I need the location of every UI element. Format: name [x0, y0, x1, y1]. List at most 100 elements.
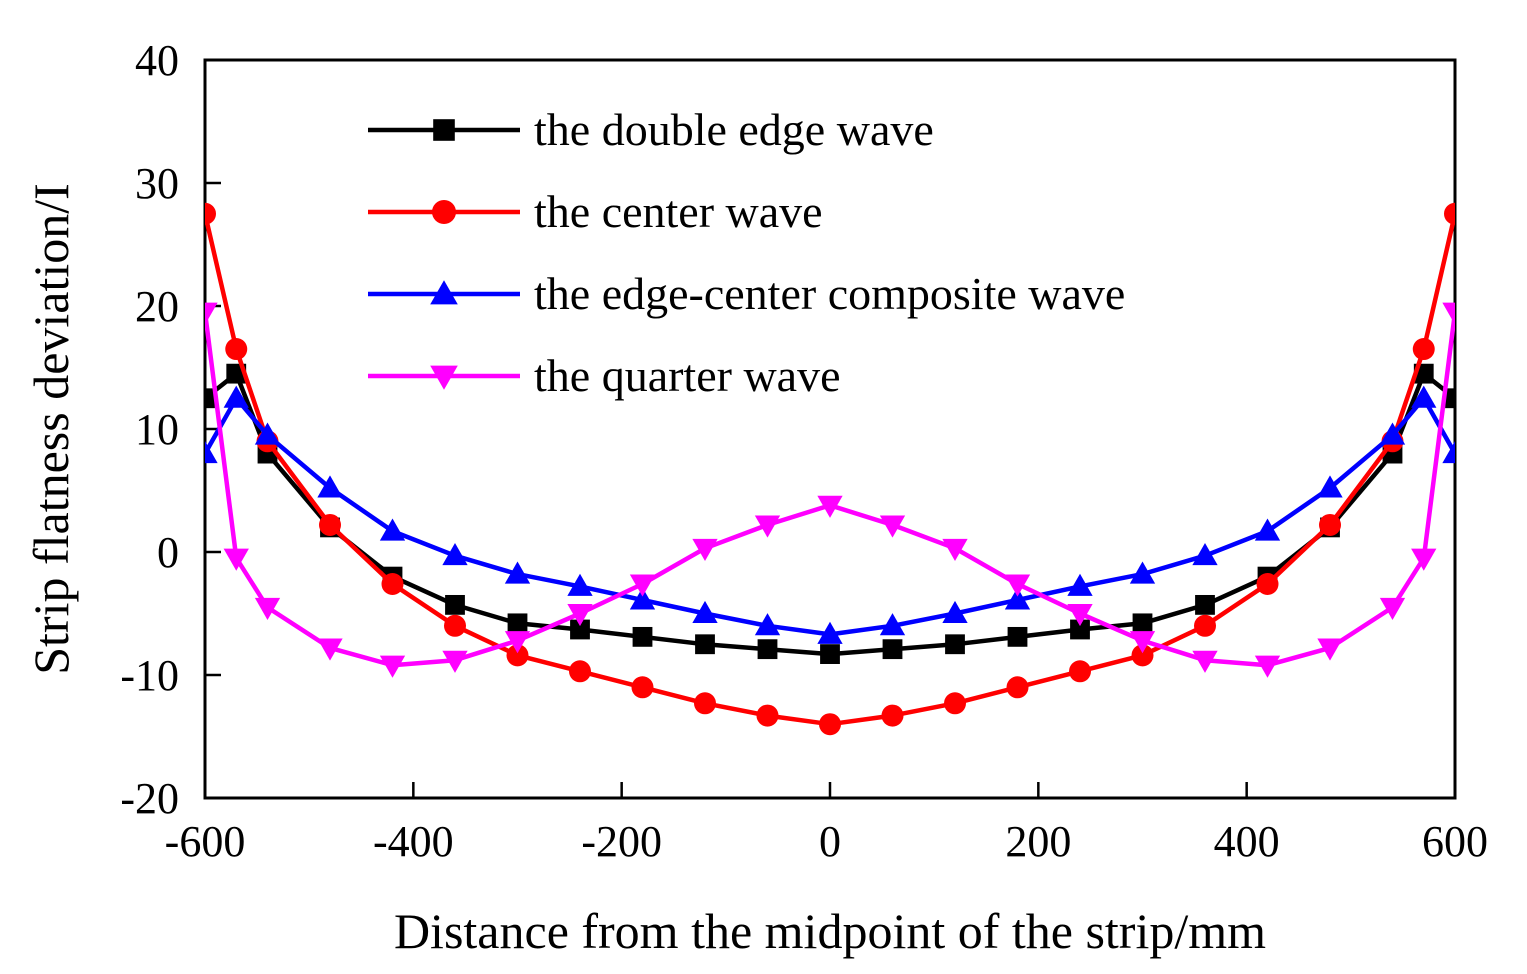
data-point-marker	[1192, 650, 1218, 673]
data-point-marker	[817, 495, 843, 518]
data-point-marker	[756, 704, 779, 727]
data-point-marker	[1070, 619, 1090, 640]
x-tick-label: 600	[1422, 817, 1488, 866]
legend-item: the edge-center composite wave	[368, 268, 1125, 319]
data-point-marker	[317, 638, 343, 661]
data-point-marker	[1445, 388, 1455, 409]
data-point-marker	[442, 650, 468, 673]
data-point-marker	[945, 634, 965, 655]
data-point-marker	[879, 613, 906, 636]
data-point-marker	[695, 634, 715, 655]
data-point-marker	[1379, 597, 1406, 620]
data-point-marker	[1317, 638, 1343, 661]
data-point-marker	[223, 548, 249, 571]
data-point-marker	[223, 385, 249, 408]
data-point-marker	[1442, 302, 1455, 325]
data-point-marker	[254, 422, 281, 445]
data-point-marker	[629, 574, 656, 597]
data-point-marker	[1411, 385, 1437, 408]
y-tick-label: -20	[120, 774, 179, 823]
data-point-marker	[1256, 572, 1279, 595]
y-tick-label: 10	[135, 405, 179, 454]
x-tick-label: 200	[1005, 817, 1071, 866]
data-point-marker	[1317, 475, 1343, 498]
data-point-marker	[379, 518, 406, 541]
data-point-marker	[1192, 543, 1218, 566]
data-point-marker	[570, 619, 590, 640]
y-axis-title: Strip flatness deviation/I	[23, 183, 79, 675]
data-point-marker	[379, 655, 406, 678]
data-point-marker	[205, 302, 218, 325]
data-point-marker	[1379, 422, 1406, 445]
data-point-marker	[430, 280, 458, 305]
data-point-marker	[1131, 644, 1154, 667]
data-point-marker	[433, 119, 455, 141]
data-point-marker	[820, 644, 840, 664]
data-point-marker	[254, 597, 281, 620]
data-point-marker	[319, 513, 341, 536]
data-point-marker	[504, 561, 531, 584]
x-tick-label: -200	[581, 817, 662, 866]
data-point-marker	[567, 604, 593, 627]
data-point-marker	[1254, 518, 1281, 541]
legend-item: the center wave	[368, 186, 823, 237]
y-tick-label: 40	[135, 36, 179, 85]
data-point-marker	[225, 338, 248, 361]
series-layer	[205, 202, 1455, 736]
legend-label: the double edge wave	[534, 104, 934, 155]
x-tick-label: -600	[165, 817, 246, 866]
data-point-marker	[1069, 660, 1091, 683]
data-point-marker	[881, 704, 904, 727]
data-point-marker	[631, 676, 654, 699]
data-point-marker	[632, 626, 653, 647]
data-point-marker	[694, 692, 716, 715]
axis-ticks: -600 -400 -200 0 200 400 600 -20 -10 0 10 20 30 40	[120, 36, 1488, 866]
data-point-marker	[1132, 613, 1153, 634]
data-point-marker	[1412, 338, 1435, 361]
legend-item: the double edge wave	[368, 104, 934, 155]
series-1	[205, 202, 1455, 736]
data-point-marker	[942, 600, 968, 623]
series-2	[205, 385, 1455, 644]
data-point-marker	[1004, 587, 1031, 610]
data-point-marker	[444, 614, 466, 637]
data-point-marker	[317, 475, 343, 498]
data-point-marker	[757, 639, 778, 660]
legend: the double edge wave the center wave the e…	[368, 104, 1125, 401]
data-point-marker	[692, 600, 718, 623]
series-3	[205, 302, 1455, 678]
data-point-marker	[432, 200, 456, 224]
data-point-marker	[1195, 594, 1215, 615]
x-tick-label: 0	[819, 817, 841, 866]
data-point-marker	[569, 660, 591, 683]
y-tick-label: -10	[120, 651, 179, 700]
y-tick-label: 20	[135, 282, 179, 331]
data-point-marker	[882, 639, 903, 660]
data-point-marker	[692, 538, 718, 561]
data-point-marker	[381, 572, 404, 595]
data-point-marker	[205, 202, 216, 225]
data-point-marker	[817, 621, 843, 644]
data-point-marker	[942, 538, 968, 561]
data-point-marker	[1129, 561, 1156, 584]
plot-area-frame	[203, 58, 1457, 800]
legend-item: the quarter wave	[368, 350, 841, 401]
data-point-marker	[1004, 574, 1031, 597]
data-point-marker	[1442, 440, 1455, 464]
data-point-marker	[629, 587, 656, 610]
data-point-marker	[445, 594, 465, 615]
data-point-marker	[879, 515, 906, 538]
data-point-marker	[506, 644, 529, 667]
data-point-marker	[1129, 631, 1156, 654]
data-point-marker	[819, 713, 841, 736]
data-point-marker	[944, 692, 966, 715]
legend-label: the edge-center composite wave	[534, 268, 1125, 319]
data-point-marker	[504, 631, 531, 654]
data-point-marker	[754, 515, 781, 538]
data-point-marker	[1444, 202, 1455, 225]
data-point-marker	[442, 543, 468, 566]
data-point-marker	[1067, 573, 1093, 596]
data-point-marker	[507, 613, 528, 634]
x-axis-title: Distance from the midpoint of the strip/…	[394, 903, 1266, 959]
x-tick-label: 400	[1214, 817, 1280, 866]
